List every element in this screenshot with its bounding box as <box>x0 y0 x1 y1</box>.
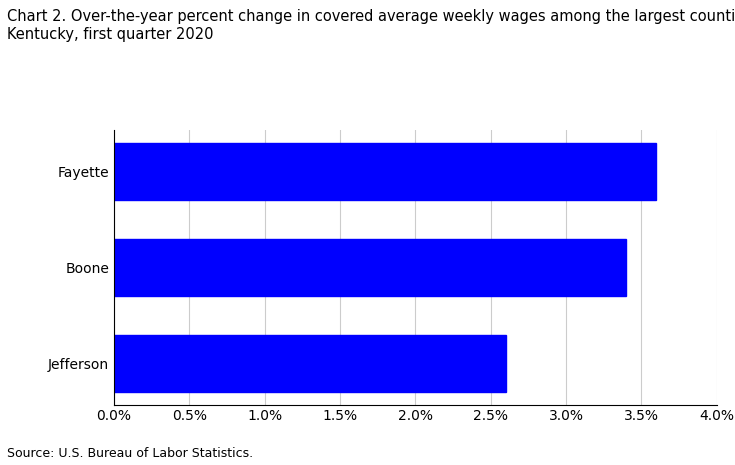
Text: Source: U.S. Bureau of Labor Statistics.: Source: U.S. Bureau of Labor Statistics. <box>7 447 254 460</box>
Text: Chart 2. Over-the-year percent change in covered average weekly wages among the : Chart 2. Over-the-year percent change in… <box>7 9 735 42</box>
Bar <box>114 143 656 200</box>
Bar <box>114 334 506 392</box>
Bar <box>114 239 626 296</box>
